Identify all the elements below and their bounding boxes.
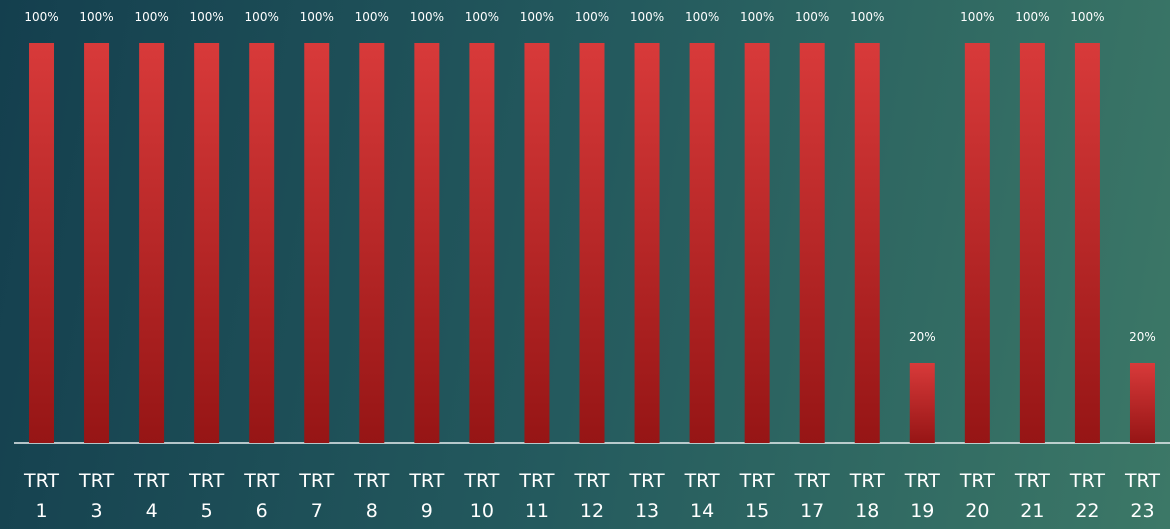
x-tick-label: TRT 21: [1014, 470, 1050, 522]
x-tick-label: TRT 13: [629, 470, 665, 522]
x-tick-label: TRT 17: [794, 470, 830, 522]
value-label: 20%: [1129, 330, 1156, 344]
bar: [304, 43, 330, 443]
bar: [29, 43, 55, 443]
x-tick-label: TRT 6: [244, 470, 280, 522]
x-tick-label: TRT 5: [189, 470, 225, 522]
bar: [1129, 363, 1155, 443]
bar: [139, 43, 165, 443]
x-tick-label: TRT 11: [519, 470, 555, 522]
bar: [1074, 43, 1100, 443]
x-tick-label: TRT 10: [464, 470, 500, 522]
bar: [799, 43, 825, 443]
value-label: 100%: [134, 10, 168, 24]
x-tick-label: TRT 1: [24, 470, 60, 522]
value-label: 100%: [245, 10, 279, 24]
value-label: 100%: [960, 10, 994, 24]
value-label: 100%: [355, 10, 389, 24]
x-tick-label: TRT 7: [299, 470, 335, 522]
value-label: 100%: [630, 10, 664, 24]
value-label: 100%: [850, 10, 884, 24]
bar: [84, 43, 110, 443]
bar: [249, 43, 275, 443]
x-tick-label: TRT 18: [849, 470, 885, 522]
value-label: 100%: [300, 10, 334, 24]
value-label: 20%: [909, 330, 936, 344]
value-label: 100%: [740, 10, 774, 24]
bar: [359, 43, 385, 443]
bar: [909, 363, 935, 443]
x-tick-label: TRT 3: [79, 470, 115, 522]
bar: [524, 43, 550, 443]
value-label: 100%: [190, 10, 224, 24]
bar: [1019, 43, 1045, 443]
x-tick-label: TRT 20: [959, 470, 995, 522]
x-tick-label: TRT 15: [739, 470, 775, 522]
bar: [964, 43, 990, 443]
bar: [194, 43, 220, 443]
value-label: 100%: [520, 10, 554, 24]
bar: [744, 43, 770, 443]
value-label: 100%: [575, 10, 609, 24]
x-tick-label: TRT 19: [904, 470, 940, 522]
x-tick-label: TRT 14: [684, 470, 720, 522]
x-tick-label: TRT 12: [574, 470, 610, 522]
bar: [579, 43, 605, 443]
value-label: 100%: [79, 10, 113, 24]
value-label: 100%: [465, 10, 499, 24]
x-tick-label: TRT 9: [409, 470, 445, 522]
value-label: 100%: [685, 10, 719, 24]
x-tick-label: TRT 8: [354, 470, 390, 522]
bar: [689, 43, 715, 443]
bar: [854, 43, 880, 443]
bar: [414, 43, 440, 443]
x-tick-label: TRT 23: [1124, 470, 1160, 522]
value-label: 100%: [24, 10, 58, 24]
x-tick-label: TRT 4: [134, 470, 170, 522]
value-label: 100%: [410, 10, 444, 24]
value-label: 100%: [795, 10, 829, 24]
bar: [634, 43, 660, 443]
x-tick-label: TRT 22: [1069, 470, 1105, 522]
value-label: 100%: [1015, 10, 1049, 24]
bar: [469, 43, 495, 443]
value-label: 100%: [1070, 10, 1104, 24]
